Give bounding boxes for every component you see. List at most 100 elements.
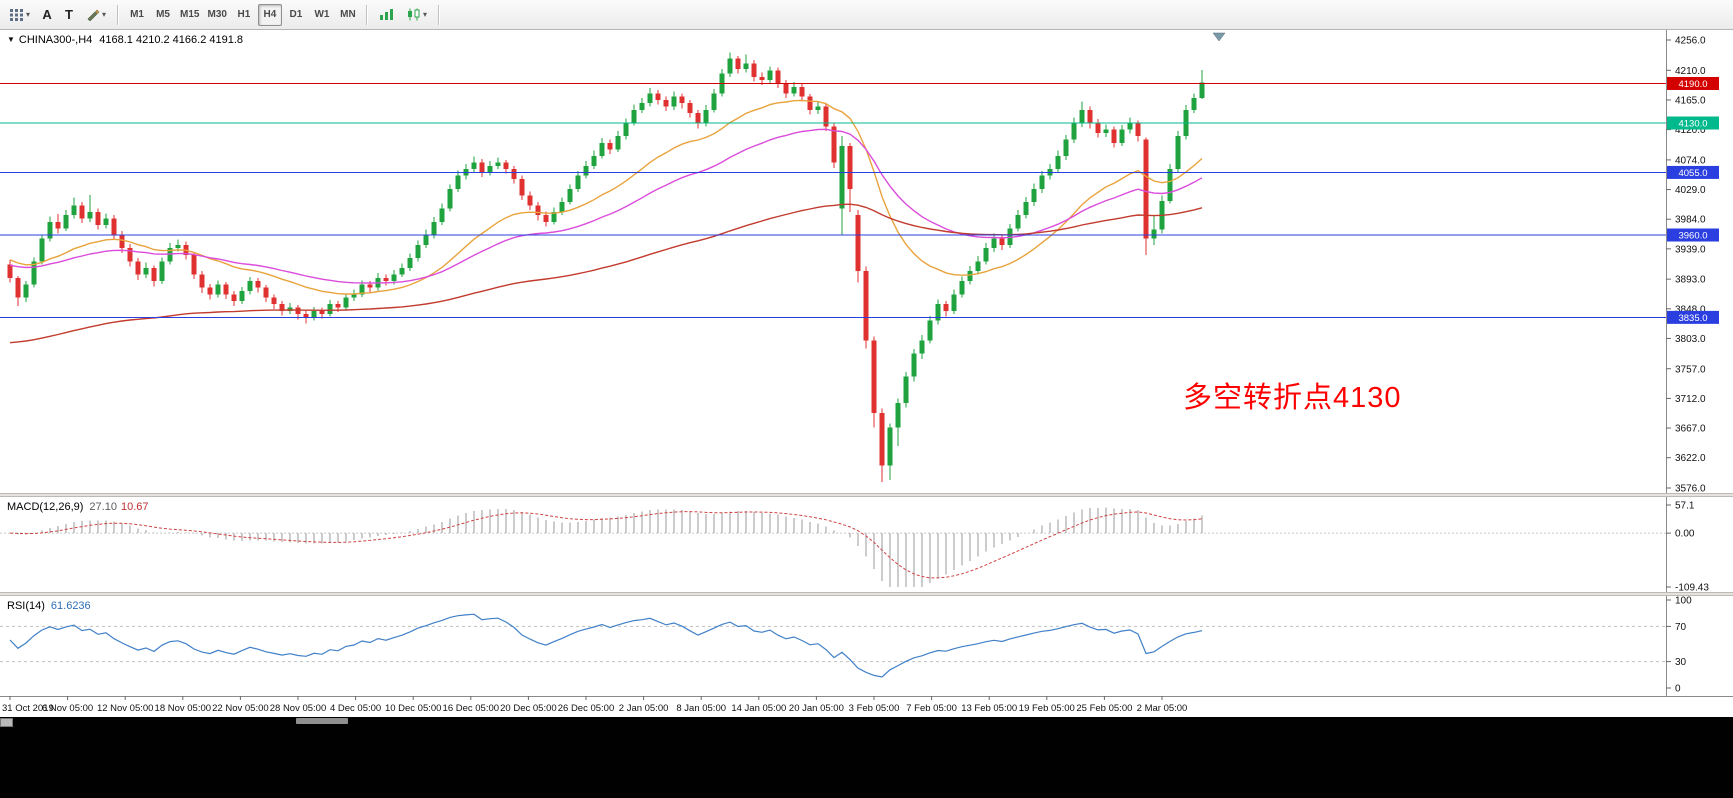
macd-signal-value: 10.67 [120, 501, 149, 513]
svg-text:3803.0: 3803.0 [1675, 334, 1706, 345]
svg-text:2 Jan 05:00: 2 Jan 05:00 [619, 703, 669, 714]
svg-text:4120.0: 4120.0 [1675, 125, 1706, 136]
svg-text:4029.0: 4029.0 [1675, 185, 1706, 196]
svg-text:-109.43: -109.43 [1675, 583, 1709, 593]
macd-indicator-label: MACD(12,26,9) [7, 501, 84, 513]
main-chart-panel: 4256.0 4210.0 4165.0 4120.0 4074.0 4029.0 3984… [0, 30, 1733, 493]
svg-text:19 Feb 05:00: 19 Feb 05:00 [1019, 703, 1075, 714]
drawing-tools-button[interactable]: ▾ [81, 4, 111, 26]
chart-title: ▼ CHINA300-,H4 4168.1 4210.2 4166.2 4191.8 [7, 34, 243, 46]
svg-text:4165.0: 4165.0 [1675, 95, 1706, 106]
svg-text:3757.0: 3757.0 [1675, 364, 1706, 375]
panel-splitter[interactable] [0, 592, 1733, 596]
timeframe-button-mn[interactable]: MN [340, 9, 356, 20]
timeframe-button-d1[interactable]: D1 [289, 9, 303, 20]
svg-text:3667.0: 3667.0 [1675, 424, 1706, 435]
resize-gripper[interactable] [0, 718, 13, 727]
svg-text:3984.0: 3984.0 [1675, 215, 1706, 226]
annotation-tool-button[interactable]: A [37, 4, 57, 26]
symbol-timeframe-label: CHINA300-,H4 [18, 34, 93, 46]
macd-panel: 57.1 0.00 -109.43 MACD(12,26,9) 27.10 10.67 [0, 497, 1733, 592]
toolbar-separator [365, 4, 368, 25]
toolbar-separator [117, 4, 120, 25]
rsi-chart[interactable]: 100 70 30 0 [0, 596, 1733, 696]
text-tool-button[interactable]: T [59, 4, 79, 26]
timeframe-button-m30[interactable]: M30 [207, 9, 227, 20]
chart-type-button[interactable]: ▾ [401, 4, 432, 26]
macd-chart[interactable]: 57.1 0.00 -109.43 [0, 497, 1733, 592]
svg-text:12 Nov 05:00: 12 Nov 05:00 [97, 703, 154, 714]
letter-a-icon: A [42, 7, 52, 22]
macd-title: MACD(12,26,9) 27.10 10.67 [7, 501, 148, 513]
svg-text:26 Dec 05:00: 26 Dec 05:00 [558, 703, 615, 714]
svg-text:3848.0: 3848.0 [1675, 304, 1706, 315]
svg-text:8 Jan 05:00: 8 Jan 05:00 [676, 703, 726, 714]
svg-text:3576.0: 3576.0 [1675, 484, 1706, 494]
svg-text:20 Jan 05:00: 20 Jan 05:00 [789, 703, 844, 714]
panel-splitter[interactable] [0, 493, 1733, 497]
svg-text:3893.0: 3893.0 [1675, 275, 1706, 286]
svg-text:3960.0: 3960.0 [1678, 231, 1707, 242]
timeframe-button-m15[interactable]: M15 [180, 9, 200, 20]
chart-windows-button[interactable]: ▾ [4, 4, 35, 26]
candlestick-icon [407, 8, 420, 21]
toolbar-separator [437, 4, 440, 25]
svg-text:30: 30 [1675, 657, 1687, 668]
svg-text:4190.0: 4190.0 [1678, 79, 1707, 90]
horizontal-scrollbar-thumb[interactable] [296, 718, 348, 724]
svg-text:22 Nov 05:00: 22 Nov 05:00 [212, 703, 269, 714]
rsi-title: RSI(14) 61.6236 [7, 600, 91, 612]
svg-text:4210.0: 4210.0 [1675, 66, 1706, 77]
grid-icon [10, 9, 23, 21]
svg-text:70: 70 [1675, 622, 1687, 633]
svg-text:16 Dec 05:00: 16 Dec 05:00 [443, 703, 500, 714]
svg-text:3 Feb 05:00: 3 Feb 05:00 [849, 703, 900, 714]
time-axis[interactable]: 31 Oct 2019 6 Nov 05:00 12 Nov 05:00 18 Nov… [0, 696, 1733, 717]
chevron-down-icon[interactable]: ▼ [7, 35, 15, 44]
svg-text:25 Feb 05:00: 25 Feb 05:00 [1076, 703, 1132, 714]
bar-chart-icon [379, 9, 393, 20]
ohlc-values: 4168.1 4210.2 4166.2 4191.8 [99, 34, 244, 46]
svg-text:3622.0: 3622.0 [1675, 453, 1706, 464]
svg-text:4256.0: 4256.0 [1675, 36, 1706, 47]
svg-text:0: 0 [1675, 684, 1681, 695]
candlestick-chart[interactable]: 4256.0 4210.0 4165.0 4120.0 4074.0 4029.0 3984… [0, 30, 1733, 493]
chevron-down-icon: ▾ [26, 9, 31, 19]
tick-chart-button[interactable] [374, 4, 399, 26]
timeframe-button-w1[interactable]: W1 [314, 9, 330, 20]
svg-text:3939.0: 3939.0 [1675, 244, 1706, 255]
svg-text:3712.0: 3712.0 [1675, 394, 1706, 405]
chart-annotation-text[interactable]: 多空转折点4130 [1183, 382, 1402, 414]
toolbar: ▾ A T ▾ M1 M5 M15 M30 H1 H4 D1 W1 MN [0, 0, 1733, 30]
svg-text:28 Nov 05:00: 28 Nov 05:00 [270, 703, 327, 714]
letter-t-icon: T [65, 7, 73, 22]
chevron-down-icon: ▾ [422, 9, 427, 19]
timeframe-button-m1[interactable]: M1 [130, 9, 144, 20]
rsi-indicator-label: RSI(14) [7, 600, 45, 612]
window-footer [0, 717, 1733, 798]
svg-text:20 Dec 05:00: 20 Dec 05:00 [500, 703, 557, 714]
svg-text:4074.0: 4074.0 [1675, 155, 1706, 166]
timeframe-button-h4[interactable]: H4 [257, 3, 282, 26]
svg-text:4130.0: 4130.0 [1678, 119, 1707, 130]
svg-text:3835.0: 3835.0 [1678, 313, 1707, 324]
svg-text:31 Oct 2019: 31 Oct 2019 [2, 703, 54, 714]
rsi-panel: 100 70 30 0 RSI(14) 61.6236 [0, 596, 1733, 696]
svg-text:100: 100 [1675, 596, 1692, 607]
svg-text:57.1: 57.1 [1675, 501, 1695, 512]
svg-text:14 Jan 05:00: 14 Jan 05:00 [731, 703, 786, 714]
rsi-value: 61.6236 [50, 600, 91, 612]
svg-text:18 Nov 05:00: 18 Nov 05:00 [155, 703, 212, 714]
macd-main-value: 27.10 [89, 501, 117, 513]
svg-text:13 Feb 05:00: 13 Feb 05:00 [961, 703, 1017, 714]
chevron-down-icon: ▾ [102, 9, 107, 19]
pencil-icon [87, 9, 100, 21]
svg-text:4 Dec 05:00: 4 Dec 05:00 [330, 703, 381, 714]
timeframe-button-h1[interactable]: H1 [237, 9, 251, 20]
svg-text:4055.0: 4055.0 [1678, 168, 1707, 179]
timeframe-button-m5[interactable]: M5 [156, 9, 170, 20]
svg-text:2 Mar 05:00: 2 Mar 05:00 [1137, 703, 1188, 714]
svg-text:6 Nov 05:00: 6 Nov 05:00 [42, 703, 93, 714]
svg-text:10 Dec 05:00: 10 Dec 05:00 [385, 703, 442, 714]
